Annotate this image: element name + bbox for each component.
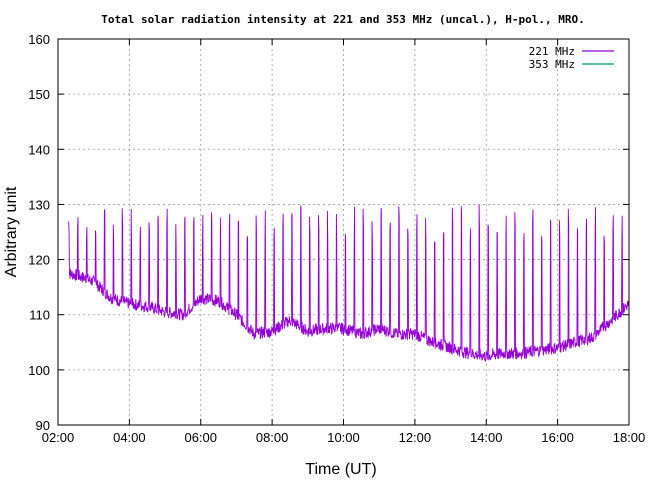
x-axis-label: Time (UT) <box>305 461 376 478</box>
legend-label: 353 MHz <box>529 58 575 71</box>
y-tick-label: 90 <box>36 418 50 433</box>
y-tick-label: 110 <box>29 308 50 323</box>
plot-frame <box>57 38 630 426</box>
grid <box>58 39 629 425</box>
y-tick-label: 120 <box>28 253 50 268</box>
chart-title: Total solar radiation intensity at 221 a… <box>101 13 584 26</box>
y-axis-label: Arbitrary unit <box>3 186 20 277</box>
x-tick-label: 06:00 <box>184 430 217 445</box>
x-tick-label: 08:00 <box>256 430 289 445</box>
y-tick-label: 140 <box>28 142 50 157</box>
y-tick-label: 160 <box>28 32 50 47</box>
x-tick-label: 12:00 <box>399 430 432 445</box>
x-tick-label: 14:00 <box>470 430 503 445</box>
y-tick-label: 130 <box>28 197 50 212</box>
y-tick-label: 100 <box>28 363 50 378</box>
plot-area <box>68 204 630 363</box>
x-tick-label: 18:00 <box>613 430 646 445</box>
x-tick-label: 16:00 <box>541 430 574 445</box>
x-tick-label: 04:00 <box>113 430 146 445</box>
x-tick-label: 02:00 <box>42 430 75 445</box>
axis-ticks: 90 100 110 120 130 140 150 160 02:00 04:00 06:00 08… <box>28 32 645 445</box>
y-tick-label: 150 <box>28 87 50 102</box>
series-221-mhz-line <box>68 204 630 363</box>
legend-label: 221 MHz <box>529 45 575 58</box>
x-tick-label: 10:00 <box>327 430 360 445</box>
